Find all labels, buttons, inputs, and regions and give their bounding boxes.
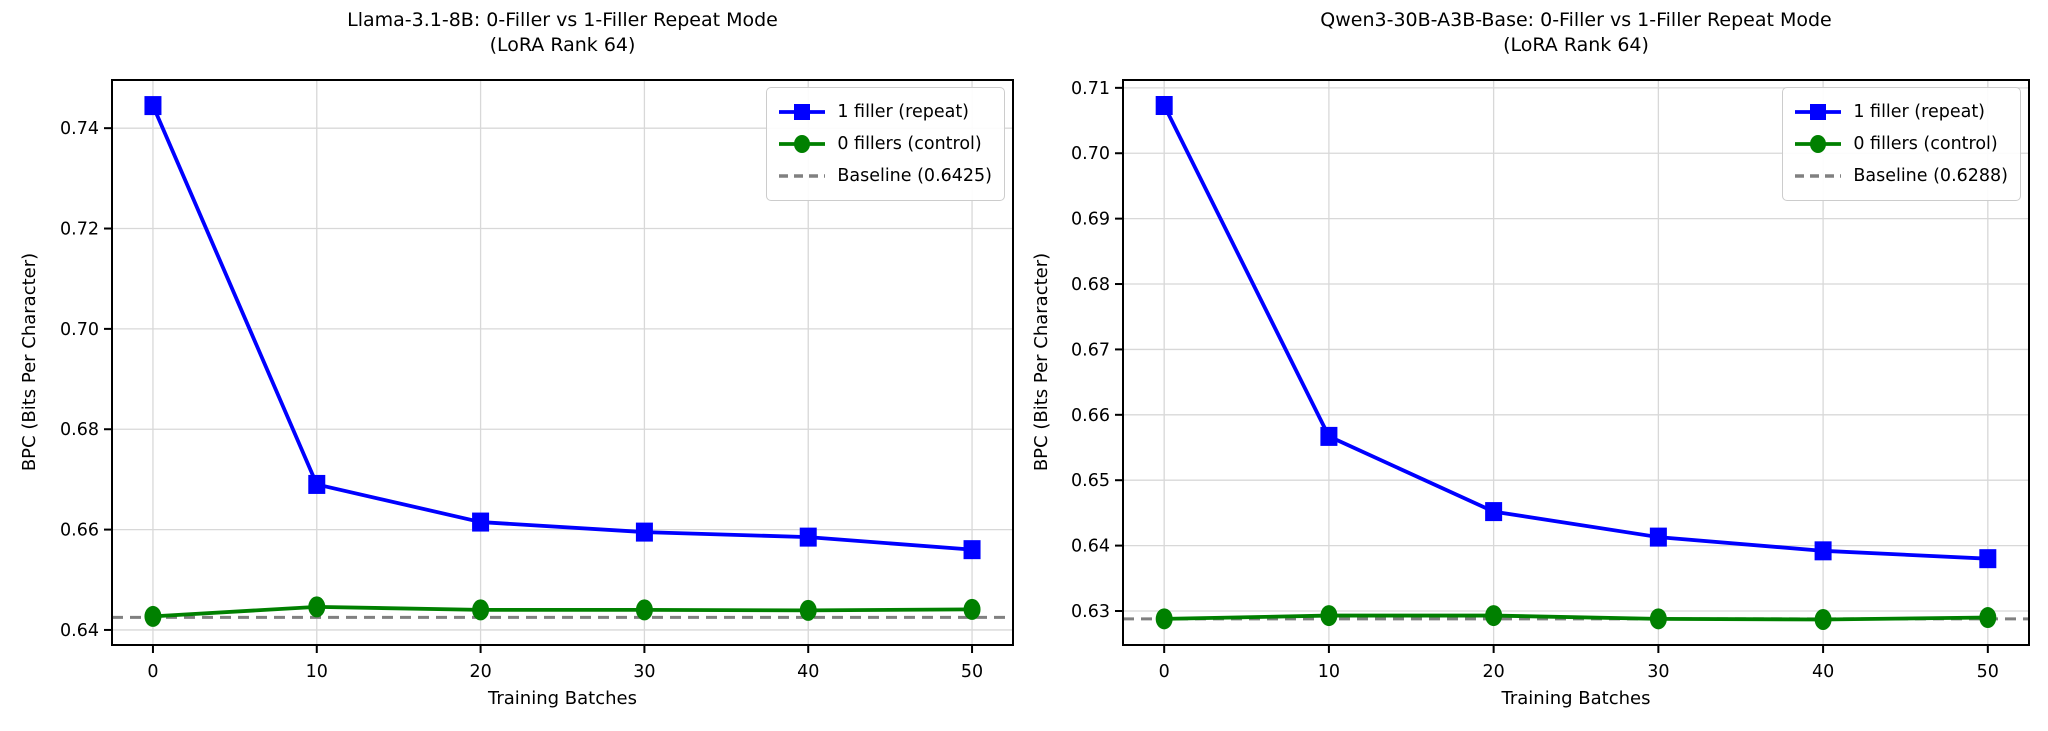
data-point bbox=[963, 540, 981, 560]
series-line bbox=[151, 104, 973, 552]
axes-border bbox=[1122, 79, 2030, 646]
legend-entry: 0 fillers (control) bbox=[1793, 128, 2008, 160]
chart-subtitle: (LoRA Rank 64) bbox=[489, 34, 636, 56]
data-point bbox=[1979, 607, 1997, 629]
legend-entry: 1 filler (repeat) bbox=[1793, 96, 2008, 128]
y-tick-label: 0.64 bbox=[1071, 537, 1110, 557]
chart-title: Qwen3-30B-A3B-Base: 0-Filler vs 1-Filler… bbox=[1320, 9, 1832, 31]
data-point bbox=[144, 96, 162, 116]
legend-label: 1 filler (repeat) bbox=[837, 102, 970, 122]
x-tick-label: 30 bbox=[633, 662, 655, 682]
plot-area: 0 10 20 30 40 50 0.63 0.64 0.65 0.66 0.67 0.68 0.69 0… bbox=[1071, 79, 2030, 682]
y-tick-label: 0.70 bbox=[60, 320, 99, 340]
x-tick-label: 0 bbox=[1159, 662, 1170, 682]
legend-label: 0 fillers (control) bbox=[1853, 134, 1998, 154]
legend-entry: Baseline (0.6425) bbox=[777, 160, 992, 192]
legend-entry: 0 fillers (control) bbox=[777, 128, 992, 160]
x-axis-label: Training Batches bbox=[488, 688, 637, 709]
x-tick-label: 20 bbox=[469, 662, 491, 682]
y-tick-label: 0.63 bbox=[1071, 602, 1110, 622]
data-point bbox=[1155, 96, 1173, 116]
line-circle-marker-icon bbox=[1795, 135, 1842, 153]
data-point bbox=[1155, 608, 1173, 630]
line-square-marker-icon bbox=[1795, 104, 1842, 120]
data-point bbox=[472, 599, 490, 621]
y-tick-label: 0.66 bbox=[60, 521, 99, 541]
x-tick-label: 40 bbox=[797, 662, 819, 682]
line-square-marker-icon bbox=[779, 104, 826, 120]
x-tick-label: 50 bbox=[1977, 662, 1999, 682]
legend-label: 1 filler (repeat) bbox=[1853, 102, 1986, 122]
x-tick-label: 40 bbox=[1812, 662, 1834, 682]
data-point bbox=[1320, 605, 1338, 627]
chart-title: Llama-3.1-8B: 0-Filler vs 1-Filler Repea… bbox=[347, 9, 778, 31]
data-point bbox=[635, 522, 653, 542]
data-point bbox=[799, 599, 817, 621]
data-point bbox=[1320, 426, 1338, 446]
legend-entry: 1 filler (repeat) bbox=[777, 96, 992, 128]
series-line bbox=[152, 604, 973, 619]
series-line bbox=[1162, 104, 1988, 561]
legend-label: 0 fillers (control) bbox=[837, 134, 982, 154]
data-point bbox=[144, 605, 162, 627]
x-axis-label: Training Batches bbox=[1501, 688, 1651, 709]
y-tick-label: 0.68 bbox=[1071, 275, 1110, 295]
legend-label: Baseline (0.6425) bbox=[837, 166, 992, 186]
data-point bbox=[1814, 541, 1832, 561]
legend-label: Baseline (0.6288) bbox=[1853, 166, 2008, 186]
x-tick-label: 0 bbox=[147, 662, 158, 682]
data-point bbox=[1814, 608, 1832, 630]
chart-qwen: Qwen3-30B-A3B-Base: 0-Filler vs 1-Filler… bbox=[1024, 0, 2048, 731]
data-point bbox=[1485, 502, 1503, 522]
y-tick-label: 0.71 bbox=[1071, 79, 1110, 99]
y-tick-label: 0.64 bbox=[60, 621, 99, 641]
line-circle-marker-icon bbox=[779, 135, 826, 153]
y-tick-label: 0.65 bbox=[1071, 471, 1110, 491]
plot-area: 0 10 20 30 40 50 0.64 0.66 0.68 0.70 0.72 0.74 bbox=[60, 79, 1014, 682]
y-tick-label: 0.67 bbox=[1071, 340, 1110, 360]
axes-border bbox=[111, 79, 1014, 646]
legend: 1 filler (repeat) 0 fillers (control) Ba… bbox=[766, 87, 1005, 201]
y-tick-label: 0.72 bbox=[60, 220, 99, 240]
x-tick-label: 10 bbox=[306, 662, 328, 682]
data-point bbox=[1649, 527, 1667, 547]
y-tick-label: 0.68 bbox=[60, 420, 99, 440]
y-tick-label: 0.70 bbox=[1071, 144, 1110, 164]
data-point bbox=[472, 512, 490, 532]
chart-subtitle: (LoRA Rank 64) bbox=[1503, 34, 1649, 56]
y-tick-label: 0.69 bbox=[1071, 210, 1110, 230]
series-line bbox=[1164, 613, 1988, 622]
x-tick-label: 50 bbox=[961, 662, 983, 682]
data-point bbox=[799, 527, 817, 547]
data-point bbox=[1979, 549, 1997, 569]
legend: 1 filler (repeat) 0 fillers (control) Ba… bbox=[1782, 87, 2021, 201]
x-tick-label: 10 bbox=[1318, 662, 1340, 682]
data-point bbox=[308, 596, 326, 618]
legend-entry: Baseline (0.6288) bbox=[1793, 160, 2008, 192]
y-tick-label: 0.74 bbox=[60, 119, 99, 139]
data-point bbox=[635, 599, 653, 621]
x-tick-label: 30 bbox=[1647, 662, 1669, 682]
dashed-line-icon bbox=[779, 174, 826, 178]
data-point bbox=[308, 474, 326, 494]
data-point bbox=[1649, 608, 1667, 630]
chart-llama: Llama-3.1-8B: 0-Filler vs 1-Filler Repea… bbox=[19, 9, 1014, 709]
data-point bbox=[963, 598, 981, 620]
dashed-line-icon bbox=[1795, 174, 1842, 178]
data-point bbox=[1485, 605, 1503, 627]
y-tick-label: 0.66 bbox=[1071, 406, 1110, 426]
x-tick-label: 20 bbox=[1482, 662, 1504, 682]
